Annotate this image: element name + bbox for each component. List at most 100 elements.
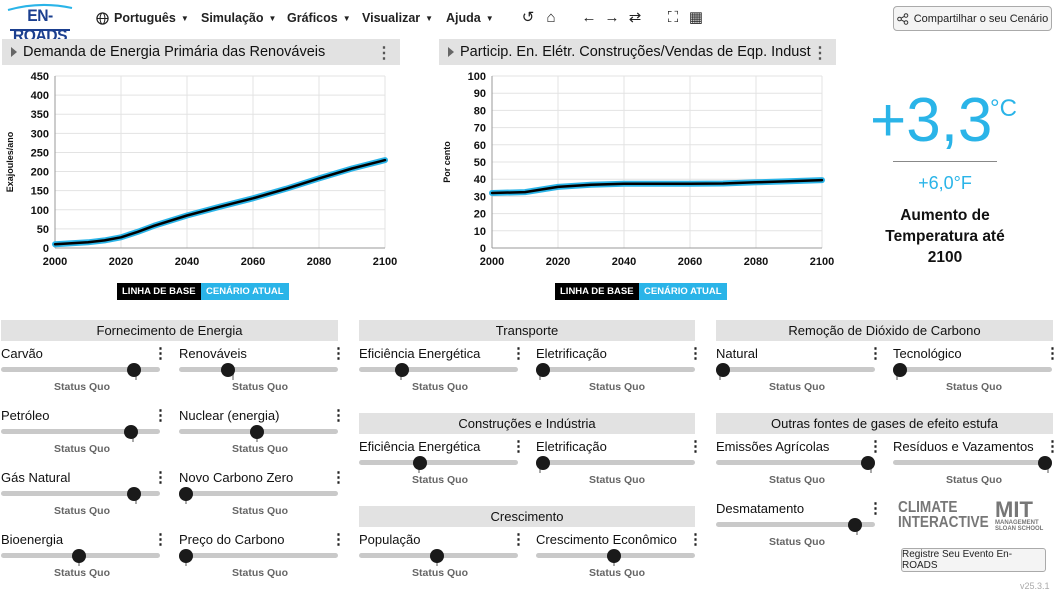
en-roads-logo[interactable]: EN-ROADS [4, 3, 76, 45]
slider-more-icon[interactable]: ⋮ [331, 469, 346, 486]
slider-thumb[interactable] [893, 363, 907, 377]
home-icon[interactable]: ⌂ [546, 9, 556, 26]
menu-simulacao[interactable]: Simulação ▼ [201, 11, 276, 25]
slider-more-icon[interactable]: ⋮ [868, 438, 883, 455]
slider-label[interactable]: Emissões Agrícolas [716, 439, 830, 454]
slider-label[interactable]: Natural [716, 346, 758, 361]
slider-label[interactable]: Eficiência Energética [359, 346, 481, 361]
slider-thumb[interactable] [716, 363, 730, 377]
slider-label[interactable]: Gás Natural [1, 470, 71, 485]
temperature-value[interactable]: +3,3 [870, 86, 993, 155]
slider-more-icon[interactable]: ⋮ [331, 407, 346, 424]
slider-track[interactable] [179, 491, 338, 496]
slider-track[interactable] [536, 460, 695, 465]
slider-thumb[interactable] [536, 456, 550, 470]
slider-label[interactable]: Bioenergia [1, 532, 64, 547]
slider-more-icon[interactable]: ⋮ [153, 407, 168, 424]
slider-thumb[interactable] [72, 549, 87, 563]
slider-more-icon[interactable]: ⋮ [688, 438, 703, 455]
slider-more-icon[interactable]: ⋮ [331, 345, 346, 362]
menu-visualizar[interactable]: Visualizar ▼ [362, 11, 433, 25]
language-label: Português [114, 11, 176, 25]
slider-thumb[interactable] [179, 487, 193, 501]
slider-label[interactable]: Eletrificação [536, 439, 607, 454]
slider-track[interactable] [179, 367, 338, 372]
menu-graficos[interactable]: Gráficos ▼ [287, 11, 351, 25]
slider-track[interactable] [179, 553, 338, 558]
slider-thumb[interactable] [395, 363, 410, 377]
share-scenario-button[interactable]: Compartilhar o seu Cenário [893, 6, 1052, 31]
graph1-more-icon[interactable]: ⋮ [376, 45, 392, 62]
slider-more-icon[interactable]: ⋮ [153, 345, 168, 362]
slider-more-icon[interactable]: ⋮ [331, 531, 346, 548]
slider-thumb[interactable] [221, 363, 236, 377]
slider-track[interactable] [1, 429, 160, 434]
slider-track[interactable] [716, 460, 875, 465]
slider-more-icon[interactable]: ⋮ [1045, 438, 1056, 455]
graph2-header[interactable]: Particip. En. Elétr. Construções/Vendas … [439, 39, 836, 65]
slider-track[interactable] [536, 367, 695, 372]
slider-thumb[interactable] [179, 549, 193, 563]
y-tick-label: 60 [474, 140, 486, 152]
undo-icon[interactable]: ↺ [521, 9, 535, 26]
slider-label[interactable]: Eficiência Energética [359, 439, 481, 454]
climate-interactive-logo[interactable]: CLIMATE INTERACTIVE [898, 500, 989, 531]
slider-more-icon[interactable]: ⋮ [868, 345, 883, 362]
arrow-right-icon[interactable]: → [604, 9, 620, 26]
slider-label[interactable]: Eletrificação [536, 346, 607, 361]
slider-track[interactable] [893, 460, 1052, 465]
slider-thumb[interactable] [847, 518, 862, 532]
slider-label[interactable]: Tecnológico [893, 346, 962, 361]
slider-label[interactable]: Crescimento Econômico [536, 532, 677, 547]
slider-label[interactable]: Carvão [1, 346, 43, 361]
slider-more-icon[interactable]: ⋮ [688, 531, 703, 548]
slider-track[interactable] [716, 522, 875, 527]
graph1-header[interactable]: Demanda de Energia Primária das Renováve… [2, 39, 400, 65]
mit-sloan-logo[interactable]: MIT MANAGEMENT SLOAN SCHOOL [995, 499, 1043, 533]
status-quo-label: Status Quo [54, 381, 111, 393]
slider-thumb[interactable] [124, 425, 139, 439]
slider-more-icon[interactable]: ⋮ [688, 345, 703, 362]
slider-thumb[interactable] [607, 549, 622, 563]
language-menu[interactable]: Português ▼ [96, 11, 189, 25]
slider-thumb[interactable] [861, 456, 875, 470]
grid-view-icon[interactable]: ▦ [688, 9, 704, 26]
slider-label[interactable]: Resíduos e Vazamentos [893, 439, 1034, 454]
slider-label[interactable]: Preço do Carbono [179, 532, 285, 547]
slider-more-icon[interactable]: ⋮ [511, 345, 526, 362]
slider-more-icon[interactable]: ⋮ [511, 531, 526, 548]
slider-thumb[interactable] [250, 425, 265, 439]
slider-track[interactable] [1, 367, 160, 372]
register-event-button[interactable]: Registre Seu Evento En-ROADS [901, 548, 1046, 572]
menu-label: Visualizar [362, 11, 421, 25]
slider-thumb[interactable] [1038, 456, 1052, 470]
slider-more-icon[interactable]: ⋮ [511, 438, 526, 455]
slider-more-icon[interactable]: ⋮ [868, 500, 883, 517]
status-quo-label: Status Quo [412, 381, 469, 393]
slider-label[interactable]: População [359, 532, 421, 547]
slider-track[interactable] [893, 367, 1052, 372]
graph2-more-icon[interactable]: ⋮ [812, 45, 828, 62]
compare-icon[interactable]: ⇄ [628, 9, 642, 26]
logo-underline [10, 29, 70, 31]
slider-label[interactable]: Novo Carbono Zero [179, 470, 294, 485]
fullscreen-icon[interactable]: ⛶ [667, 9, 679, 26]
slider-thumb[interactable] [430, 549, 445, 563]
slider-more-icon[interactable]: ⋮ [1045, 345, 1056, 362]
slider-thumb[interactable] [536, 363, 550, 377]
slider-label[interactable]: Renováveis [179, 346, 247, 361]
slider-track[interactable] [359, 460, 518, 465]
slider-label[interactable]: Petróleo [1, 408, 50, 423]
slider-track[interactable] [716, 367, 875, 372]
slider-track[interactable] [1, 491, 160, 496]
slider-thumb[interactable] [127, 487, 142, 501]
slider-more-icon[interactable]: ⋮ [153, 469, 168, 486]
slider-track[interactable] [359, 367, 518, 372]
arrow-left-icon[interactable]: ← [581, 9, 597, 26]
slider-label[interactable]: Nuclear (energia) [179, 408, 280, 423]
slider-thumb[interactable] [412, 456, 427, 470]
slider-more-icon[interactable]: ⋮ [153, 531, 168, 548]
slider-thumb[interactable] [127, 363, 142, 377]
menu-ajuda[interactable]: Ajuda ▼ [446, 11, 494, 25]
slider-label[interactable]: Desmatamento [716, 501, 805, 516]
